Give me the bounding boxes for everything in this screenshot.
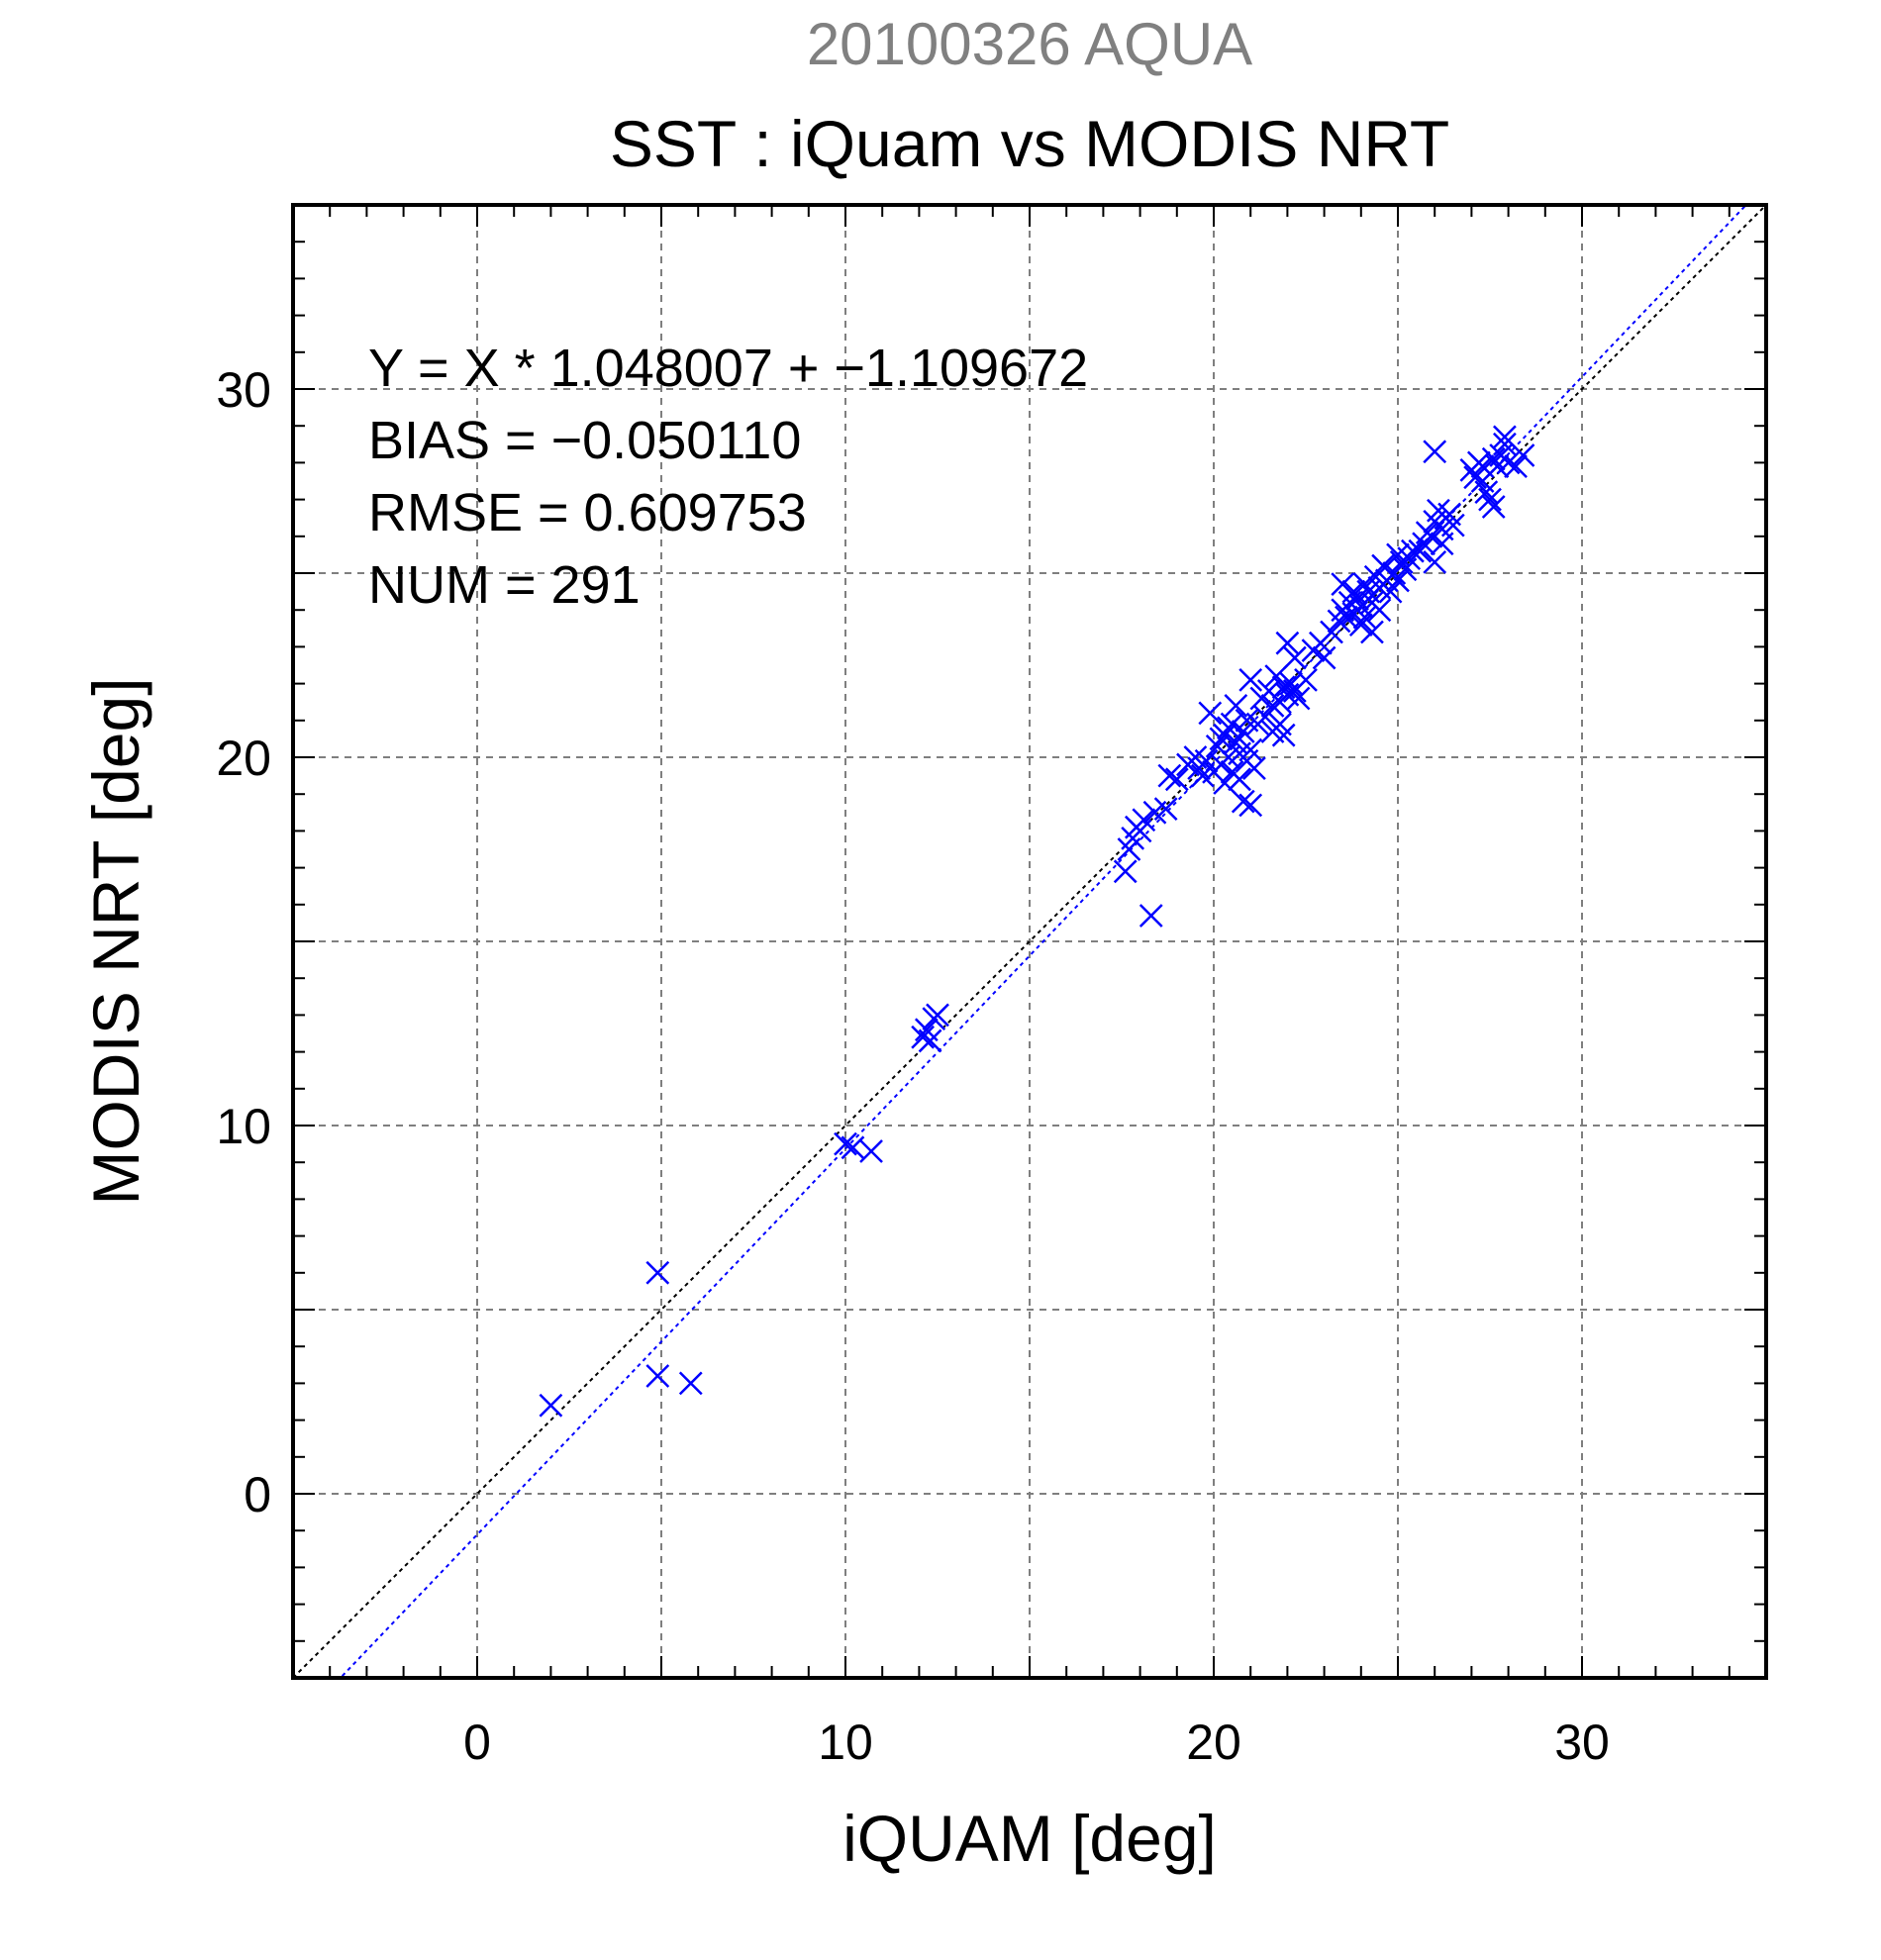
x-tick-label: 20 [1186,1715,1241,1770]
y-tick-label: 20 [216,731,271,786]
data-point-x-marker [1481,446,1506,471]
data-point-x-marker [1378,579,1403,604]
data-point-x-marker [1352,605,1377,630]
data-point-x-marker [1209,727,1234,751]
data-point-x-marker [1463,465,1488,490]
data-point-x-marker [1294,667,1318,692]
data-point-x-marker [834,1131,857,1156]
data-point-x-marker [1419,524,1443,548]
data-point-x-marker [645,1260,670,1285]
data-point-x-marker [1348,613,1373,637]
chart-title: SST : iQuam vs MODIS NRT [610,107,1449,180]
data-point-x-marker [1440,513,1465,538]
stats-line: RMSE = 0.609753 [368,483,807,542]
data-point-x-marker [1238,667,1263,692]
data-point-x-marker [1213,771,1238,795]
data-point-x-marker [1286,686,1311,711]
data-point-x-marker [1113,859,1138,884]
data-point-x-marker [645,1364,670,1388]
data-point-x-marker [1216,716,1240,740]
data-point-x-marker [841,1135,865,1160]
data-point-x-marker [911,1025,936,1049]
data-point-x-marker [1153,797,1178,821]
reference-lines [293,205,1766,1678]
x-tick-label: 30 [1554,1715,1610,1770]
y-tick-label: 30 [216,362,271,418]
data-point-x-marker [859,1139,883,1163]
data-point-x-marker [1423,440,1447,464]
data-point-x-marker [1400,539,1425,563]
y-tick-label: 0 [244,1467,271,1522]
data-point-x-marker [1352,572,1377,597]
data-point-x-marker [926,1003,949,1028]
data-point-x-marker [1138,904,1163,928]
data-point-x-marker [1345,587,1369,611]
data-point-x-marker [1478,487,1502,512]
data-point-x-marker [1132,808,1156,833]
data-point-x-marker [1386,568,1410,593]
chart-supertitle: 20100326 AQUA [807,11,1252,77]
grid [293,205,1766,1678]
data-point-x-marker [918,1029,942,1053]
stats-line: NUM = 291 [368,555,641,615]
y-tick-label: 10 [216,1099,271,1154]
data-point-x-marker [1492,432,1517,456]
data-point-x-marker [1260,694,1285,718]
data-point-x-marker [1496,450,1521,475]
data-point-x-marker [1238,737,1263,762]
data-point-x-marker [1481,495,1506,519]
stats-annotation: Y = X * 1.048007 + −1.109672 BIAS = −0.05… [368,339,1088,615]
data-point-x-marker [1198,701,1223,726]
plot-frame [291,203,1768,1680]
y-axis-label: MODIS NRT [deg] [79,677,152,1205]
data-point-x-marker [1228,767,1251,792]
data-point-x-marker [1164,767,1189,792]
data-point-x-marker [1335,605,1358,630]
data-point-x-marker [1367,598,1392,623]
x-tick-label: 10 [818,1715,873,1770]
data-point-x-marker [1511,443,1535,467]
data-point-x-marker [1271,723,1296,747]
tick-labels: 0 10 20 30 0 10 20 30 [216,362,1609,1770]
data-point-x-marker [678,1371,703,1396]
data-points [539,425,1535,1418]
data-point-x-marker [1360,620,1384,644]
data-point-x-marker [1194,748,1219,773]
data-point-x-marker [1242,756,1266,781]
data-point-x-marker [1504,454,1528,479]
data-point-x-marker [1279,671,1304,696]
data-point-x-marker [1282,645,1307,670]
x-axis-label: iQUAM [deg] [842,1802,1217,1875]
data-point-x-marker [1492,425,1517,449]
stats-line: BIAS = −0.050110 [368,411,801,470]
data-point-x-marker [1264,664,1289,689]
data-point-x-marker [1224,694,1248,718]
data-point-x-marker [1430,532,1454,556]
data-point-x-marker [1275,631,1300,655]
data-point-x-marker [539,1393,563,1418]
data-point-x-marker [1470,469,1495,493]
identity-line [293,205,1766,1678]
data-point-x-marker [1312,645,1336,670]
data-point-x-marker [1238,793,1263,818]
x-tick-label: 0 [463,1715,491,1770]
stats-line: Y = X * 1.048007 + −1.109672 [368,339,1088,398]
data-point-x-marker [1423,549,1447,574]
data-point-x-marker [1231,789,1255,814]
data-point-x-marker [1408,539,1433,563]
data-point-x-marker [1157,763,1182,788]
